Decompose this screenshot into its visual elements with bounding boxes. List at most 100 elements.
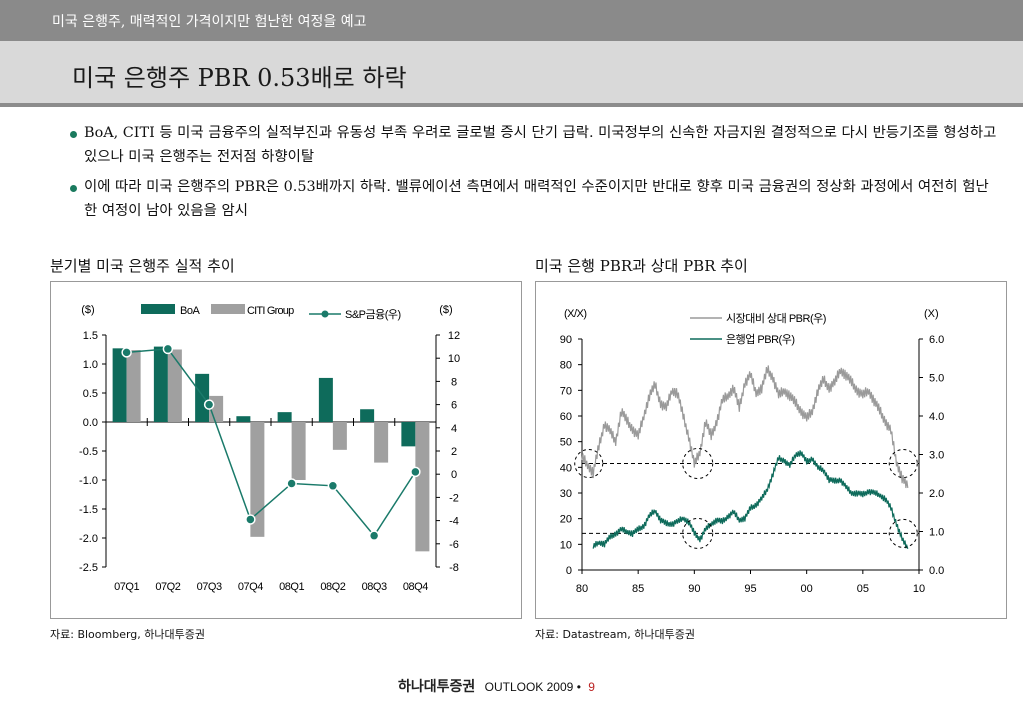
y-tick-label: 20 <box>560 514 572 526</box>
footer-outlook: OUTLOOK 2009 <box>484 680 574 694</box>
x-tick-label: 10 <box>913 583 925 595</box>
right-unit-label: ($) <box>439 304 452 316</box>
sp-financial-point <box>286 478 297 489</box>
y2-tick-label: 0 <box>451 469 457 481</box>
y2-tick-label: 10 <box>448 353 460 365</box>
y-tick-label: -1.0 <box>79 475 98 487</box>
x-tick-label: 08Q4 <box>403 581 428 593</box>
bullet-item: BoA, CITI 등 미국 금융주의 실적부진과 유동성 부족 우려로 글로벌… <box>68 121 998 169</box>
bank-pbr-line <box>592 450 909 549</box>
section-title: 미국 은행주, 매력적인 가격이지만 험난한 여정을 예고 <box>52 14 367 30</box>
y2-tick-label: 4.0 <box>929 411 944 423</box>
y-tick-label: 1.5 <box>83 330 98 342</box>
footer: 하나대투증권 OUTLOOK 2009 • 9 <box>398 676 595 696</box>
y2-tick-label: -8 <box>449 562 459 574</box>
sp-financial-point <box>162 343 174 355</box>
right-chart-title: 미국 은행 PBR과 상대 PBR 추이 <box>535 257 748 275</box>
y2-tick-label: 6 <box>451 400 457 412</box>
bar-boa <box>236 416 251 422</box>
left-unit-label: ($) <box>81 304 94 316</box>
x-tick-label: 07Q4 <box>238 581 263 593</box>
y-tick-label: -0.5 <box>79 446 98 458</box>
legend-boa-swatch <box>141 304 175 314</box>
legend-bank-label: 은행업 PBR(우) <box>726 333 794 346</box>
bar-citi <box>374 422 389 463</box>
bar-boa <box>401 422 416 447</box>
y2-tick-label: 3.0 <box>929 450 944 462</box>
legend-relative-label: 시장대비 상대 PBR(우) <box>726 312 826 325</box>
title-bar: 미국 은행주 PBR 0.53배로 하락 <box>0 41 1023 107</box>
x-tick-label: 85 <box>632 583 644 595</box>
quarterly-earnings-chart: 1.5 1.0 0.5 0.0 -0.5 -1.0 -1.5 -2.0 -2.5 12 10 8 6 4 2… <box>79 304 460 593</box>
highlight-circle <box>574 448 604 478</box>
bar-boa <box>277 412 292 422</box>
y-tick-label: -2.5 <box>79 562 98 574</box>
bar-boa <box>318 377 333 422</box>
sp-financial-point <box>121 347 132 358</box>
legend-citi-label: CITI Group <box>247 305 294 317</box>
x-tick-label: 90 <box>688 583 700 595</box>
y-tick-label: 50 <box>560 437 572 449</box>
bar-boa <box>112 348 127 422</box>
highlight-circle <box>888 518 918 548</box>
legend-sp-marker <box>321 310 329 318</box>
highlight-circle <box>888 448 918 478</box>
y2-tick-label: -4 <box>449 516 459 528</box>
bar-boa <box>195 373 210 422</box>
legend-citi-swatch <box>211 304 245 314</box>
y2-tick-label: 6.0 <box>929 334 944 346</box>
page-title: 미국 은행주 PBR 0.53배로 하락 <box>72 64 407 92</box>
y-tick-label: 40 <box>560 462 572 474</box>
y2-tick-label: -6 <box>449 539 459 551</box>
right-source: 자료: Datastream, 하나대투증권 <box>535 628 695 641</box>
y-tick-label: 30 <box>560 488 572 500</box>
sp-financial-point <box>368 530 380 541</box>
top-bar: 미국 은행주, 매력적인 가격이지만 험난한 여정을 예고 <box>0 0 1023 41</box>
bar-citi <box>250 422 265 537</box>
legend-sp-label: S&P금융(우) <box>345 308 401 321</box>
y2-tick-label: 0.0 <box>929 565 944 577</box>
y2-tick-label: 2.0 <box>929 488 944 500</box>
bullet-item: 이에 따라 미국 은행주의 PBR은 0.53배까지 하락. 밸류에이션 측면에… <box>68 175 998 223</box>
x-tick-label: 08Q1 <box>279 581 304 593</box>
x-tick-label: 80 <box>576 583 588 595</box>
y-tick-label: -1.5 <box>79 504 98 516</box>
y2-tick-label: 1.0 <box>929 527 944 539</box>
y-tick-label: 70 <box>560 385 572 397</box>
y2-tick-label: 8 <box>451 376 457 388</box>
x-tick-label: 95 <box>744 583 756 595</box>
footer-separator: • <box>576 680 581 694</box>
y-tick-label: 60 <box>560 411 572 423</box>
bar-citi <box>167 349 182 422</box>
y-tick-label: 80 <box>560 360 572 372</box>
highlight-circle <box>682 447 714 479</box>
left-source: 자료: Bloomberg, 하나대투증권 <box>50 628 205 641</box>
x-tick-label: 08Q2 <box>320 581 345 593</box>
pbr-trend-chart: 90 80 70 60 50 40 30 20 10 0 6.0 5.0 4.0 3.0 2.0 1.0 0.0… <box>560 308 945 595</box>
bar-citi <box>291 422 306 480</box>
sp-financial-line <box>126 348 417 537</box>
bullet-dot-icon <box>70 131 77 138</box>
bullet-text: BoA, CITI 등 미국 금융주의 실적부진과 유동성 부족 우려로 글로벌… <box>84 125 997 165</box>
right-unit-label: (X) <box>924 308 939 320</box>
sp-financial-point <box>327 480 339 492</box>
y-tick-label: 0.0 <box>83 417 98 429</box>
bullet-dot-icon <box>70 185 77 192</box>
sp-financial-point <box>410 466 421 478</box>
right-chart-frame: 90 80 70 60 50 40 30 20 10 0 6.0 5.0 4.0 3.0 2.0 1.0 0.0… <box>535 281 1007 619</box>
y-tick-label: 10 <box>560 539 572 551</box>
x-tick-label: 07Q2 <box>155 581 180 593</box>
bar-boa <box>153 346 168 422</box>
x-tick-label: 08Q3 <box>362 581 387 593</box>
bar-citi <box>332 422 347 450</box>
y-tick-label: 0 <box>566 565 572 577</box>
company-logo: 하나대투증권 <box>398 678 476 694</box>
x-tick-label: 05 <box>857 583 869 595</box>
y-tick-label: 0.5 <box>83 388 98 400</box>
y-tick-label: -2.0 <box>79 533 98 545</box>
y-tick-label: 90 <box>560 334 572 346</box>
page-number: 9 <box>588 680 595 694</box>
bar-citi <box>415 422 430 552</box>
bullet-list: BoA, CITI 등 미국 금융주의 실적부진과 유동성 부족 우려로 글로벌… <box>68 121 998 229</box>
y2-tick-label: 2 <box>451 446 457 458</box>
